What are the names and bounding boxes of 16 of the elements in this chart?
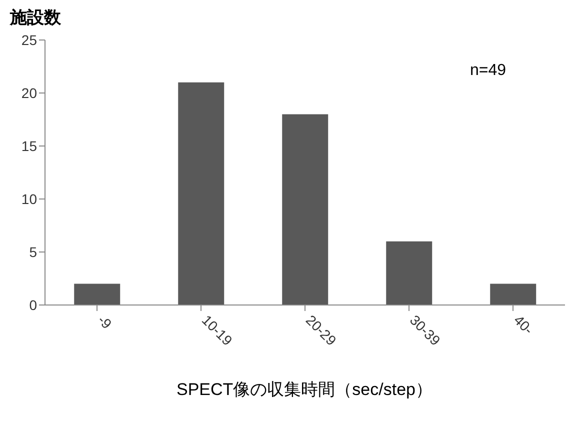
y-tick-label: 15 (21, 138, 38, 154)
y-tick-label: 10 (21, 190, 38, 207)
y-tick-label: 20 (21, 84, 38, 101)
y-tick-label: 5 (29, 244, 38, 260)
y-tick-label: 25 (21, 32, 38, 48)
bar (282, 114, 328, 305)
y-tick-label: 0 (29, 296, 38, 313)
x-tick-label: 40- (510, 312, 537, 338)
y-axis-title: 施設数 (10, 7, 61, 29)
bar (74, 284, 120, 305)
x-tick-label: -9 (94, 312, 116, 332)
x-axis-title: SPECT像の収集時間（sec/step） (176, 379, 434, 401)
bar (386, 241, 432, 305)
bar (490, 284, 536, 305)
bar (178, 82, 224, 305)
annotation: n=49 (470, 62, 506, 80)
